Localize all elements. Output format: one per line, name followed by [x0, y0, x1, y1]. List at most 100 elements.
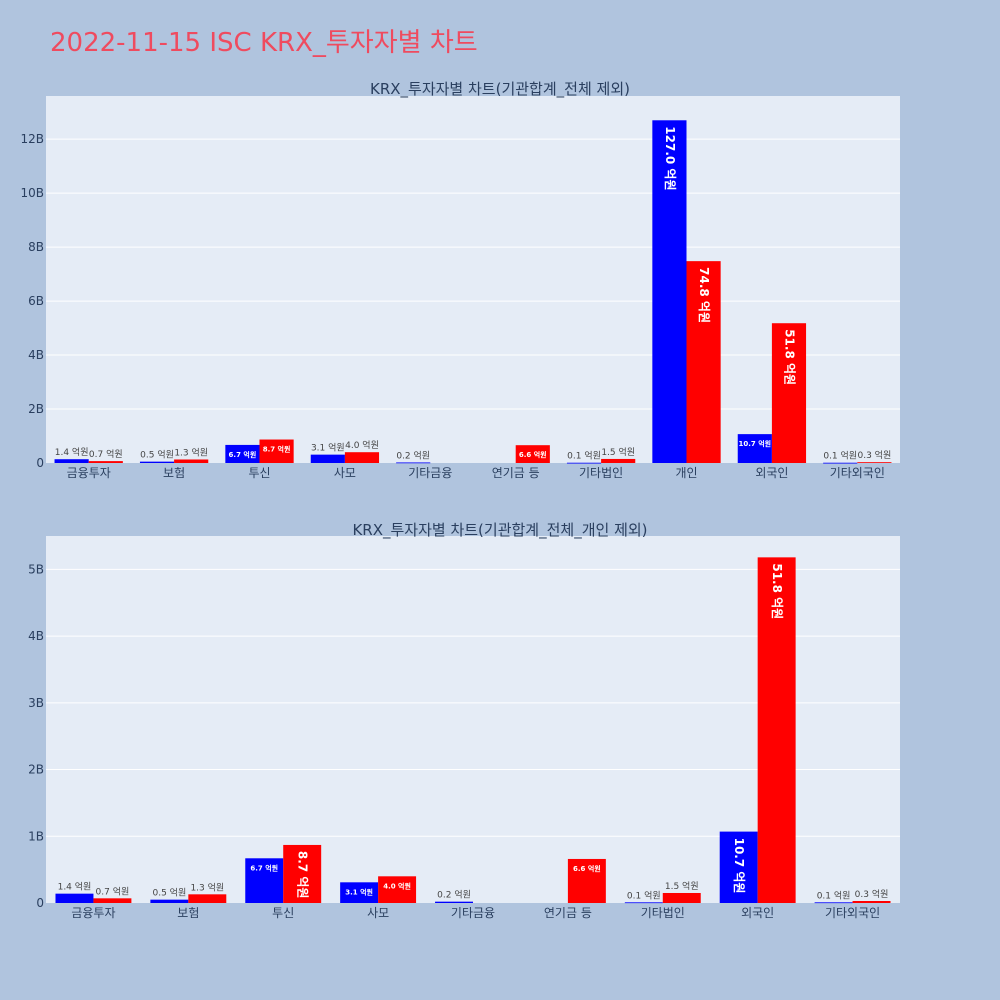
sell-bar	[188, 894, 227, 903]
bar-data-label: 3.1 억원	[311, 442, 345, 454]
bar-data-label: 6.7 억원	[229, 450, 257, 459]
chart-title: KRX_투자자별 차트(기관합계_전체 제외)	[370, 80, 630, 99]
x-tick-label: 기타금융	[451, 906, 495, 920]
y-tick-label: 8B	[28, 240, 44, 254]
buy-bar	[624, 902, 663, 904]
sell-bar	[174, 459, 209, 463]
x-tick-label: 투신	[248, 466, 270, 480]
x-tick-label: 연기금 등	[492, 466, 540, 480]
page-title: 2022-11-15 ISC KRX_투자자별 차트	[50, 28, 478, 58]
bar-data-label: 0.1 억원	[823, 450, 857, 462]
bar-data-label: 8.7 억원	[296, 851, 310, 899]
bar-data-label: 0.1 억원	[817, 889, 851, 901]
bar-data-label: 6.6 억원	[573, 864, 601, 873]
y-tick-label: 5B	[28, 562, 44, 576]
bar-data-label: 1.4 억원	[58, 881, 92, 893]
x-tick-label: 금융투자	[67, 466, 111, 480]
sell-bar	[771, 323, 807, 463]
x-tick-label: 보험	[177, 906, 199, 920]
buy-bar	[737, 434, 772, 463]
sell-bar	[567, 858, 606, 903]
x-tick-label: 외국인	[755, 466, 788, 480]
bar-data-label: 3.1 억원	[345, 887, 373, 896]
sell-bar	[857, 462, 892, 463]
x-tick-label: 금융투자	[71, 906, 115, 920]
y-tick-label: 3B	[28, 696, 44, 710]
y-tick-label: 0	[36, 896, 44, 910]
buy-bar	[54, 459, 89, 463]
chart-title: KRX_투자자별 차트(기관합계_전체_개인 제외)	[352, 521, 647, 540]
x-tick-label: 개인	[675, 466, 697, 480]
bar-data-label: 0.5 억원	[140, 449, 174, 461]
bar-data-label: 0.3 억원	[855, 888, 889, 900]
bar-data-label: 0.2 억원	[437, 889, 471, 901]
x-tick-label: 투신	[272, 906, 294, 920]
sell-bar	[259, 439, 294, 463]
y-tick-label: 12B	[20, 132, 44, 146]
bar-data-label: 74.8 억원	[697, 267, 711, 323]
bar-data-label: 4.0 억원	[383, 881, 411, 890]
bar-data-label: 1.5 억원	[665, 880, 699, 892]
buy-bar	[566, 462, 602, 464]
bar-data-label: 0.1 억원	[627, 889, 661, 901]
x-tick-label: 연기금 등	[544, 906, 592, 920]
bar-data-label: 10.7 억원	[732, 838, 746, 894]
x-tick-label: 기타외국인	[830, 466, 885, 480]
bar-data-label: 1.4 억원	[55, 446, 89, 458]
buy-bar	[245, 858, 284, 903]
sell-bar	[344, 452, 380, 463]
bar-data-label: 10.7 억원	[739, 439, 772, 448]
buy-bar	[719, 831, 758, 903]
x-tick-label: 사모	[367, 906, 389, 920]
sell-bar	[515, 445, 550, 463]
bar-data-label: 0.3 억원	[858, 449, 892, 461]
sell-bar	[662, 892, 701, 903]
bar-data-label: 1.3 억원	[190, 881, 224, 893]
y-tick-label: 2B	[28, 402, 44, 416]
x-tick-label: 외국인	[741, 906, 774, 920]
y-tick-label: 10B	[20, 186, 44, 200]
buy-bar	[340, 882, 379, 903]
buy-bar	[310, 454, 345, 463]
buy-bar	[435, 901, 473, 903]
buy-bar	[652, 120, 687, 463]
bar-data-label: 51.8 억원	[782, 329, 796, 385]
x-tick-label: 기타외국인	[825, 906, 880, 920]
buy-bar	[150, 899, 189, 903]
sell-bar	[283, 844, 322, 903]
bar-data-label: 0.7 억원	[96, 885, 130, 897]
sell-bar	[88, 461, 123, 463]
buy-bar	[396, 462, 431, 464]
bar-data-label: 0.7 억원	[89, 448, 123, 460]
sell-bar	[93, 898, 132, 903]
plot-area	[46, 96, 900, 463]
bar-data-label: 6.6 억원	[519, 450, 547, 459]
sell-bar	[378, 876, 417, 903]
buy-bar	[55, 893, 94, 903]
sell-bar	[686, 261, 721, 463]
x-tick-label: 기타법인	[641, 906, 685, 920]
x-tick-label: 사모	[334, 466, 356, 480]
buy-bar	[823, 462, 858, 464]
x-tick-label: 기타금융	[408, 466, 452, 480]
bar-data-label: 6.7 억원	[250, 863, 278, 872]
y-tick-label: 6B	[28, 294, 44, 308]
bar-data-label: 8.7 억원	[263, 445, 291, 454]
buy-bar	[225, 444, 260, 463]
x-tick-label: 보험	[163, 466, 185, 480]
sell-bar	[601, 458, 636, 463]
y-tick-label: 4B	[28, 629, 44, 643]
bar-data-label: 127.0 억원	[663, 126, 677, 190]
buy-bar	[139, 461, 175, 463]
bar-data-label: 1.3 억원	[174, 446, 208, 458]
sell-bar	[852, 900, 891, 903]
bar-data-label: 51.8 억원	[770, 563, 784, 619]
buy-bar	[814, 902, 853, 904]
bar-data-label: 0.1 억원	[567, 450, 601, 462]
bar-data-label: 0.2 억원	[396, 449, 430, 461]
bar-data-label: 4.0 억원	[345, 439, 379, 451]
y-tick-label: 2B	[28, 763, 44, 777]
y-tick-label: 0	[36, 456, 44, 470]
